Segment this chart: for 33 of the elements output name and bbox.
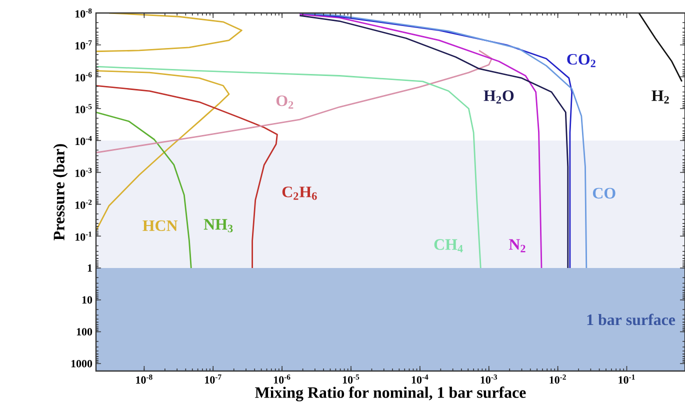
x-tick-label: 10$^{-3}$ [480,374,498,384]
y-tick-label: 10$^{-5}$ [76,104,92,114]
series-label: H$_{2}$ [652,90,669,104]
x-tick-label: 10$^{-7}$ [205,374,222,384]
y-tick-label: 10$^{-2}$ [76,200,92,209]
series-label: NH$_{3}$ [204,219,233,232]
y-tick-label: 10$^{-3}$ [76,168,92,177]
y-tick-label: 10$^{-7}$ [76,40,92,50]
y-tick-label: 10$^{-8}$ [76,8,92,18]
series-label: C$_{2}$H$_{6}$ [282,186,317,200]
band-label: 1 bar surface [587,314,676,326]
y-tick-label: 1 [88,264,92,272]
x-axis-title: Mixing Ratio for nominal, 1 bar surface [255,386,526,402]
x-tick-label: 10$^{-2}$ [550,374,566,384]
y-tick-label: 1000 [71,360,92,368]
y-axis-title: Pressure (bar) [53,144,68,240]
text: HCN [142,220,178,232]
y-tick-label: 10 [82,296,92,304]
x-tick-label: 10$^{-8}$ [136,374,152,384]
x-tick-label: 10$^{-4}$ [412,374,428,384]
x-tick-label: 10$^{-1}$ [618,374,635,384]
series-label: N$_{2}$ [508,239,526,252]
y-tick-label: 100 [76,328,92,336]
y-tick-label: 10$^{-1}$ [76,232,92,241]
series-label: CO [592,188,616,199]
y-tick-label: 10$^{-6}$ [76,72,92,82]
x-tick-label: 10$^{-6}$ [274,374,290,384]
series-label: CH$_{4}$ [434,239,463,252]
series-label: CO$_{2}$ [567,54,596,68]
series-label: O$_{2}$ [276,95,294,109]
series-label: H$_{2}$O [484,90,514,104]
x-tick-label: 10$^{-5}$ [342,374,360,384]
y-tick-label: 10$^{-4}$ [76,136,92,146]
